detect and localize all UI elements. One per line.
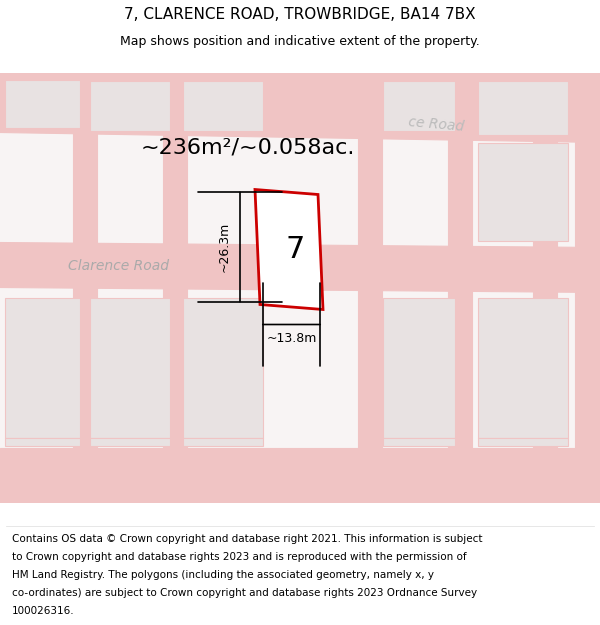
Text: 100026316.: 100026316. [12,606,74,616]
Text: to Crown copyright and database rights 2023 and is reproduced with the permissio: to Crown copyright and database rights 2… [12,552,467,562]
Bar [383,298,455,438]
Polygon shape [0,448,600,503]
Polygon shape [358,132,382,248]
Bar [90,438,170,446]
Bar [5,298,80,438]
Bar [5,438,80,446]
Polygon shape [163,132,187,248]
Bar [478,298,568,438]
Text: Clarence Road: Clarence Road [68,259,169,272]
Text: co-ordinates) are subject to Crown copyright and database rights 2023 Ordnance S: co-ordinates) are subject to Crown copyr… [12,588,477,598]
Text: ~236m²/~0.058ac.: ~236m²/~0.058ac. [141,138,355,158]
Text: 7: 7 [286,235,305,264]
Bar [478,81,568,134]
Bar [183,298,263,438]
Bar [183,81,263,131]
Text: Map shows position and indicative extent of the property.: Map shows position and indicative extent… [120,35,480,48]
Bar [5,79,80,128]
Bar [383,438,455,446]
Polygon shape [73,132,97,248]
Polygon shape [533,132,557,248]
Polygon shape [448,132,472,248]
Text: ~26.3m: ~26.3m [218,222,230,272]
Bar [383,81,455,131]
Text: 7, CLARENCE ROAD, TROWBRIDGE, BA14 7BX: 7, CLARENCE ROAD, TROWBRIDGE, BA14 7BX [124,8,476,22]
Polygon shape [0,72,600,142]
Bar [90,298,170,438]
Text: Contains OS data © Crown copyright and database right 2021. This information is : Contains OS data © Crown copyright and d… [12,534,482,544]
Bar [478,142,568,241]
Polygon shape [255,189,323,309]
Text: ce Road: ce Road [408,115,465,134]
Polygon shape [358,288,382,448]
Polygon shape [533,288,557,448]
Polygon shape [163,288,187,448]
Polygon shape [73,288,97,448]
Polygon shape [0,242,600,292]
Bar [90,81,170,131]
Bar [478,438,568,446]
Polygon shape [575,132,600,448]
Bar [183,438,263,446]
Text: HM Land Registry. The polygons (including the associated geometry, namely x, y: HM Land Registry. The polygons (includin… [12,571,434,581]
Polygon shape [448,288,472,448]
Text: ~13.8m: ~13.8m [266,332,317,345]
